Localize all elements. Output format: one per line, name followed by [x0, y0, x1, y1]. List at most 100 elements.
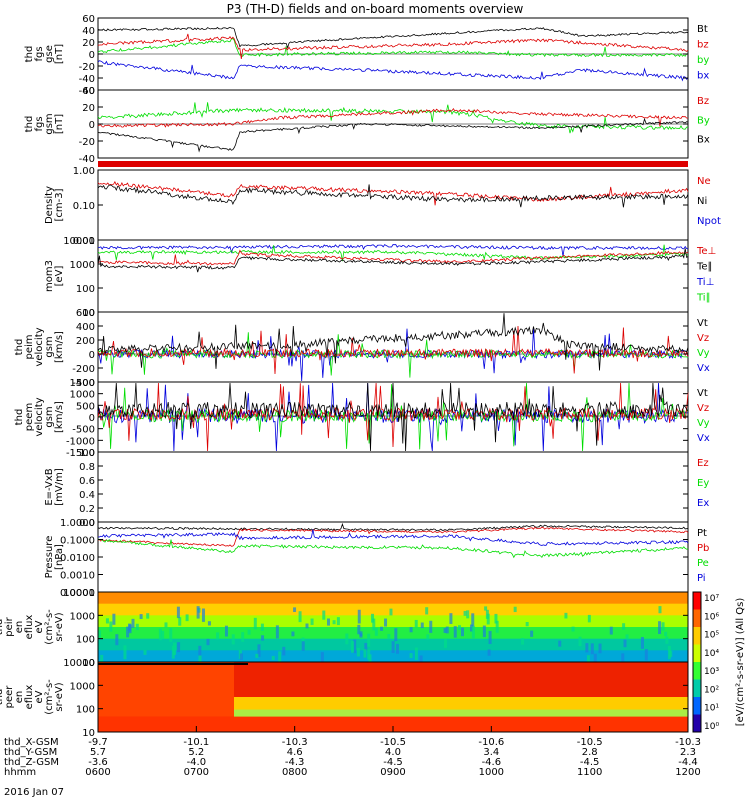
colorbar-segment [693, 644, 701, 663]
y-axis-label: gse [44, 45, 55, 63]
ion-spectrogram-cell [253, 617, 257, 630]
legend-entry: Bz [697, 96, 709, 107]
ion-spectrogram-cell [98, 630, 102, 639]
x-tick-label: -4.4 [678, 757, 698, 768]
temperature-trace [97, 244, 689, 262]
y-axis-label: thd [14, 409, 25, 426]
ion-spectrogram-cell [158, 628, 162, 641]
ion-spectrogram-cell [564, 612, 568, 619]
ion-spectrogram-cell [530, 630, 534, 637]
ion-spectrogram-cell [384, 618, 388, 627]
colorbar-label: [eV/(cm²-s-sr-eV)] (All Qs) [735, 598, 746, 727]
legend-entry: Ey [697, 478, 709, 489]
y-tick-label: -20 [79, 137, 95, 148]
y-axis-label: sr-eV) [54, 612, 65, 641]
y-tick-label: 10000 [63, 236, 95, 247]
ion-spectrogram-cell [357, 609, 361, 624]
ion-spectrogram-cell [593, 653, 597, 662]
x-row-label: thd_Z-GSM [4, 757, 59, 768]
x-row-label: thd_Y-GSM [4, 747, 57, 758]
ion-spectrogram-cell [425, 607, 429, 615]
ion-spectrogram-cell [332, 620, 336, 625]
efield-frame [97, 451, 689, 523]
y-tick-label: 1000 [70, 611, 95, 622]
x-tick-label: 2.3 [680, 747, 696, 758]
ion-spectrogram-cell [357, 624, 361, 635]
ion-spectrogram-cell [469, 624, 473, 632]
y-tick-label: -40 [79, 74, 95, 85]
pressure-trace [98, 529, 689, 546]
x-tick-label: 3.4 [483, 747, 499, 758]
ion-spectrogram-cell [395, 643, 399, 654]
ion-spectrogram-cell [310, 618, 314, 625]
ion-spectrogram-cell [201, 608, 205, 622]
fgs-gsm-trace [97, 107, 689, 128]
ion-spectrogram-cell [351, 641, 355, 653]
temperature-trace [97, 249, 689, 266]
ion-spectrogram-cell [363, 649, 367, 658]
ion-spectrogram-cell [185, 614, 189, 622]
legend-entry: Vt [697, 318, 708, 329]
y-tick-label: -20 [79, 62, 95, 73]
ion-spectrogram-cell [443, 639, 447, 648]
ion-spectrogram-cell [495, 620, 499, 633]
x-tick-label: -10.5 [577, 737, 603, 748]
ion-spectrogram-cell [525, 621, 529, 627]
colorbar-segment [693, 714, 701, 733]
ion-spectrogram-cell [178, 617, 182, 626]
ion-spectrogram-cell [176, 606, 180, 619]
y-tick-label: 10000 [63, 588, 95, 599]
ion-spectrogram-cell [394, 628, 398, 642]
x-tick-label: -10.6 [478, 737, 504, 748]
legend-entry: Vy [697, 348, 710, 359]
ion-spectrogram-cell [571, 626, 575, 632]
ion-spectrogram-cell [419, 655, 423, 666]
ion-spectrogram-band [98, 627, 688, 640]
y-tick-label: 0.0100 [60, 553, 95, 564]
ion-spectrogram-cell [640, 636, 644, 649]
colorbar-tick-label: 10² [704, 685, 719, 695]
x-tick-label: 5.7 [90, 747, 106, 758]
ion-spectrogram-cell [487, 649, 491, 656]
y-axis-label: eflux [24, 615, 35, 640]
temperature-trace [97, 244, 689, 257]
y-axis-label: peim [24, 334, 35, 359]
x-tick-label: 1200 [675, 767, 700, 778]
electron-spectrogram-band [234, 709, 688, 717]
y-tick-label: 100 [76, 284, 95, 295]
colorbar-frame [692, 591, 702, 733]
y-tick-label: 1000 [70, 681, 95, 692]
y-tick-label: 10 [82, 728, 95, 739]
ion-spectrogram-cell [371, 613, 375, 623]
electron-velocity-trace [97, 382, 689, 452]
x-tick-label: 1100 [577, 767, 602, 778]
ion-spectrogram-cell [206, 638, 210, 646]
y-axis-label: gsm [44, 113, 55, 134]
y-axis-label: thd [24, 116, 35, 133]
ion-spectrogram-cell [466, 610, 470, 619]
ion-spectrogram-cell [123, 645, 127, 660]
y-axis-label: thd [24, 46, 35, 63]
ion-spectrogram-cell [275, 625, 279, 639]
x-tick-label: 4.0 [385, 747, 401, 758]
y-axis-label: [nT] [54, 44, 65, 64]
y-tick-label: 0 [89, 350, 95, 361]
ion-velocity-frame [97, 311, 689, 383]
ion-spectrogram-cell [625, 634, 629, 640]
colorbar-segment [693, 662, 701, 680]
y-tick-label: 0 [89, 120, 95, 131]
legend-entry: Te⊥ [696, 246, 716, 257]
y-tick-label: 0.0001 [60, 588, 95, 599]
legend-entry: Vt [697, 388, 708, 399]
ion-spectrogram-cell [621, 653, 625, 662]
y-tick-label: 1000 [70, 390, 95, 401]
y-axis-label: velocity [34, 327, 45, 366]
ion-spectrogram-cell [198, 655, 202, 664]
ion-spectrogram-cell [224, 625, 228, 637]
y-axis-label: [cm-3] [54, 188, 65, 221]
legend-entry: Vz [697, 403, 709, 414]
x-tick-label: -10.1 [183, 737, 209, 748]
ion-spectrogram-cell [255, 653, 259, 658]
ion-spectrogram-cell [322, 610, 326, 620]
